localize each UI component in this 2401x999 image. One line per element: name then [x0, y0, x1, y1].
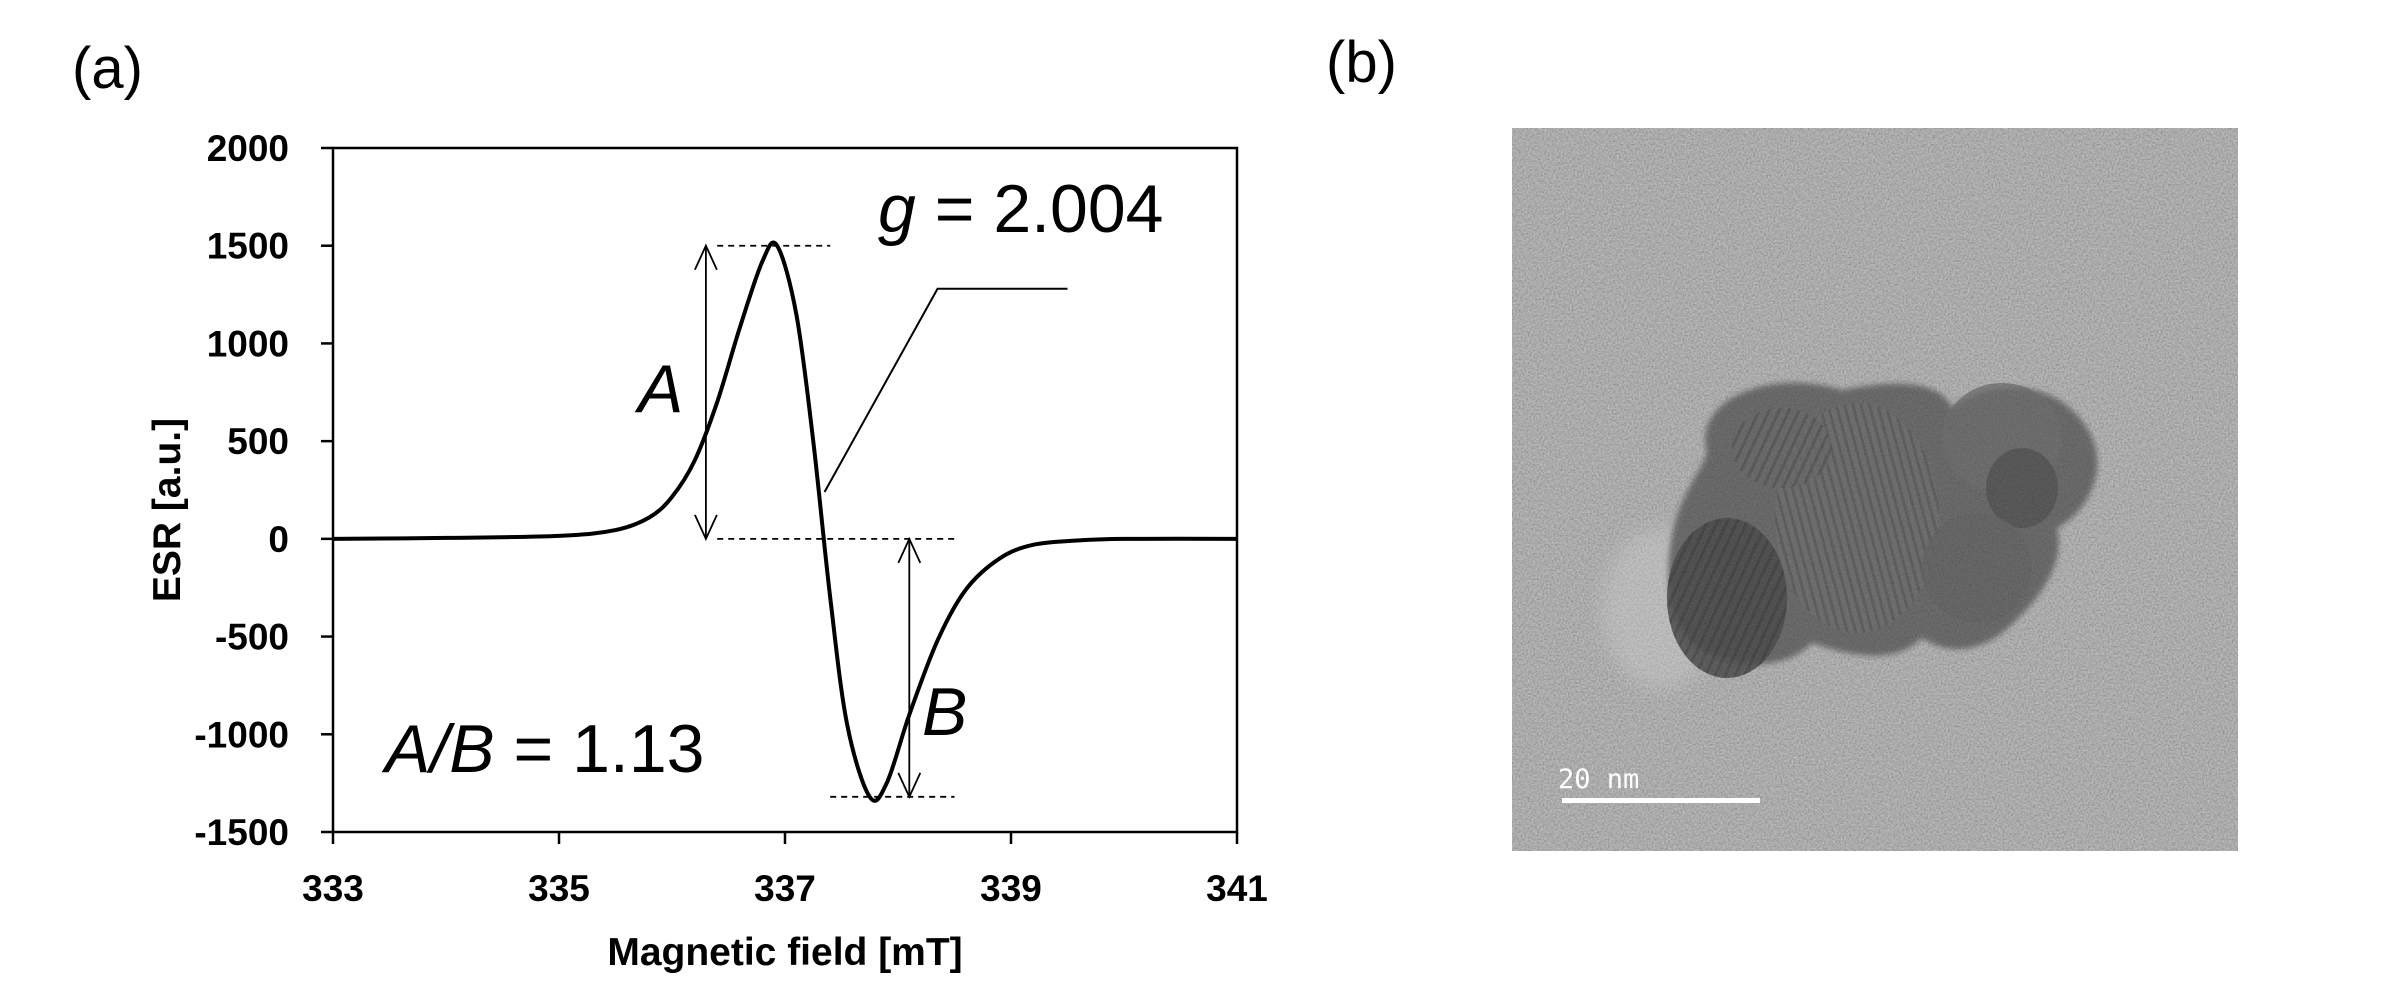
x-tick-label: 341 [1206, 868, 1268, 909]
esr-spectrum-line [332, 240, 1238, 803]
panel-label-a: (a) [72, 36, 143, 101]
scale-bar-label: 20 nm [1558, 764, 1640, 795]
y-tick-label: -1500 [194, 812, 289, 853]
y-tick-label: -500 [215, 617, 289, 658]
y-tick-label: 500 [227, 421, 289, 462]
b-arrow-head-top [897, 536, 922, 564]
b-arrow-head-bottom [897, 772, 922, 799]
g-value-annotation: g = 2.004 [878, 171, 1164, 247]
g-leader-line [823, 287, 1068, 493]
a-label: A [634, 351, 683, 427]
x-axis-title: Magnetic field [mT] [607, 931, 962, 974]
y-tick-label: 0 [268, 519, 289, 560]
tem-micrograph: 20 nm [1512, 128, 2238, 851]
x-tick-label: 337 [754, 868, 816, 909]
panel-label-b: (b) [1326, 30, 1397, 95]
y-axis-title: ESR [a.u.] [146, 418, 189, 602]
y-tick-label: 2000 [207, 128, 289, 169]
tem-texture [1512, 128, 2238, 851]
a-arrow-head-top [694, 243, 718, 271]
y-tick-label: 1500 [207, 226, 289, 267]
b-label: B [922, 674, 967, 750]
tick-marks [321, 146, 1239, 844]
scale-bar [1562, 798, 1760, 803]
x-tick-label: 333 [302, 868, 364, 909]
g-symbol: g [878, 171, 916, 247]
tick-labels: 2000 1500 1000 500 0 -500 -1000 -1500 333 335 337 3… [194, 128, 1268, 909]
y-tick-label: 1000 [207, 323, 289, 364]
x-tick-label: 339 [980, 868, 1042, 909]
x-tick-label: 335 [528, 868, 590, 909]
esr-chart: 2000 1500 1000 500 0 -500 -1000 -1500 333 335 337 3… [146, 128, 1268, 974]
ratio-annotation: A/B = 1.13 [381, 711, 704, 787]
ratio-symbol: A/B [381, 711, 495, 787]
ratio-value: = 1.13 [495, 711, 705, 787]
a-arrow-head-bottom [694, 514, 718, 542]
annotation-lines [694, 243, 1068, 799]
series-layer [332, 240, 1238, 803]
y-tick-label: -1000 [194, 714, 289, 755]
g-value: = 2.004 [916, 171, 1164, 247]
